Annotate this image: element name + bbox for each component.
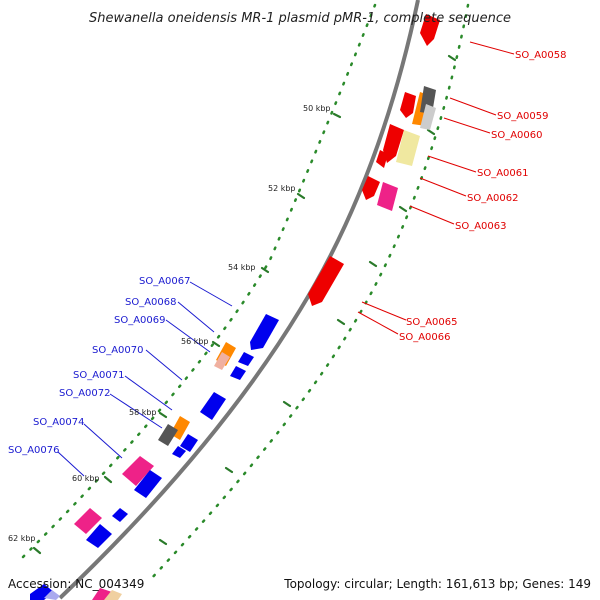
gene-so-a0061b[interactable] [376,150,388,168]
gene-bottom-b[interactable] [44,590,60,600]
label-so-a0065[interactable]: SO_A0065 [406,317,458,328]
reverse-callouts [57,281,233,477]
tick-label-58kbp: 58 kbp [129,408,157,417]
gene-so-a0076[interactable] [74,508,102,534]
map-title: Shewanella oneidensis MR-1 plasmid pMR-1… [89,11,511,26]
tick-marks [32,54,457,555]
label-so-a0062[interactable]: SO_A0062 [467,193,519,204]
label-so-a0059[interactable]: SO_A0059 [497,111,549,122]
gene-so-a0059[interactable] [400,92,416,118]
forward-genes [308,14,440,306]
label-so-a0074[interactable]: SO_A0074 [33,417,85,428]
gene-so-a0070[interactable] [200,392,226,420]
gc-content-track-inner [18,3,377,562]
label-so-a0069[interactable]: SO_A0069 [114,315,166,326]
tick-label-60kbp: 60 kbp [72,474,100,483]
label-so-a0061[interactable]: SO_A0061 [477,168,529,179]
gene-so-a0062[interactable] [362,176,380,200]
label-so-a0072[interactable]: SO_A0072 [59,388,111,399]
gene-so-a0060[interactable] [383,124,404,163]
gene-so-a0069c[interactable] [214,352,230,370]
gene-so-a0069[interactable] [230,366,246,380]
tick-label-50kbp: 50 kbp [303,104,331,113]
topology-summary: Topology: circular; Length: 161,613 bp; … [283,577,591,591]
tick-label-56kbp: 56 kbp [181,337,209,346]
gene-so-a0068[interactable] [238,352,254,366]
label-so-a0060[interactable]: SO_A0060 [491,130,543,141]
reverse-genes [30,314,279,600]
label-so-a0058[interactable]: SO_A0058 [515,50,567,61]
tick-label-52kbp: 52 kbp [268,184,296,193]
gene-so-a0072c[interactable] [172,446,186,458]
tick-label-62kbp: 62 kbp [8,534,36,543]
gene-so-a0074[interactable] [122,456,154,486]
label-so-a0067[interactable]: SO_A0067 [139,276,191,287]
label-so-a0063[interactable]: SO_A0063 [455,221,507,232]
label-so-a0076[interactable]: SO_A0076 [8,445,60,456]
label-so-a0070[interactable]: SO_A0070 [92,345,144,356]
gene-so-a0067[interactable] [250,314,279,350]
gene-so-a0072[interactable] [158,424,178,446]
gene-so-a0072b[interactable] [180,434,198,452]
gene-bottom-d[interactable] [104,590,122,600]
gene-so-a0059d[interactable] [420,104,436,130]
gc-content-track-outer [148,3,470,582]
label-so-a0071[interactable]: SO_A0071 [73,370,125,381]
backbone-circle [58,0,420,600]
gene-so-a0065[interactable] [308,256,344,306]
gene-so-a0063[interactable] [377,182,398,211]
label-so-a0068[interactable]: SO_A0068 [125,297,177,308]
accession-text: Accession: NC_004349 [8,577,144,591]
label-so-a0066[interactable]: SO_A0066 [399,332,451,343]
gene-so-a0061[interactable] [396,130,420,166]
gene-so-a0076c[interactable] [112,508,128,522]
forward-callouts [357,41,515,335]
gene-so-a0058[interactable] [420,14,440,46]
gene-so-a0074b[interactable] [134,470,162,498]
tick-label-54kbp: 54 kbp [228,263,256,272]
gene-so-a0076b[interactable] [86,524,112,548]
